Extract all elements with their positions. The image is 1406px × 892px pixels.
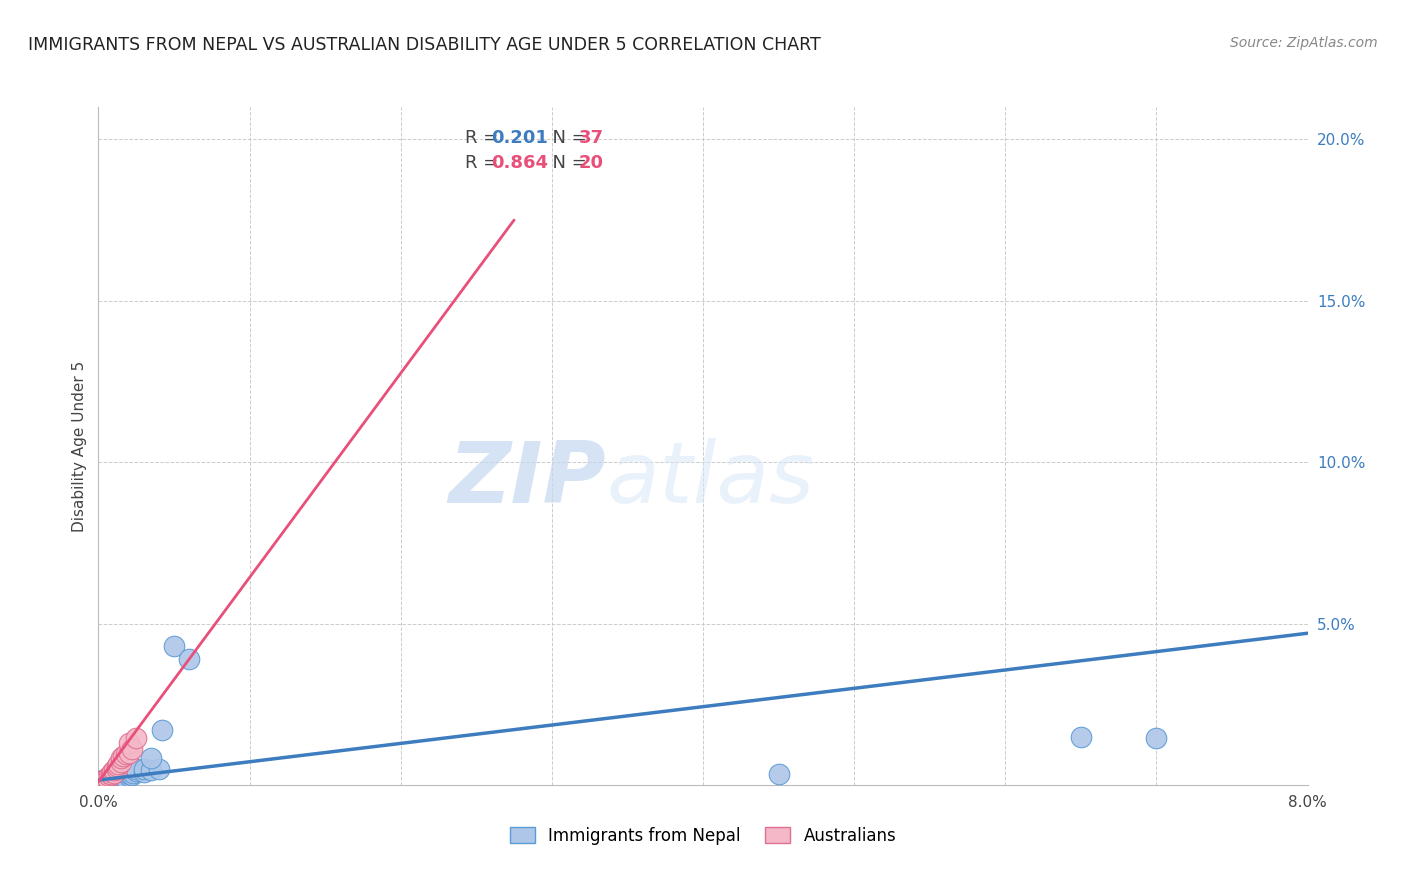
- Point: [100, 772, 122, 786]
- Point: [105, 762, 128, 776]
- Point: [150, 723, 173, 737]
- Point: [103, 768, 125, 782]
- Text: 37: 37: [578, 128, 603, 146]
- Text: R =: R =: [465, 154, 503, 172]
- Text: 0.201: 0.201: [492, 128, 548, 146]
- Point: [103, 765, 125, 780]
- Point: [179, 652, 201, 666]
- Text: N =: N =: [541, 154, 592, 172]
- Text: N =: N =: [541, 128, 592, 146]
- Point: [91, 773, 114, 788]
- Text: R =: R =: [465, 128, 503, 146]
- Point: [103, 764, 125, 778]
- Point: [1146, 731, 1168, 746]
- Point: [101, 772, 124, 787]
- Text: IMMIGRANTS FROM NEPAL VS AUSTRALIAN DISABILITY AGE UNDER 5 CORRELATION CHART: IMMIGRANTS FROM NEPAL VS AUSTRALIAN DISA…: [28, 36, 821, 54]
- Text: Source: ZipAtlas.com: Source: ZipAtlas.com: [1230, 36, 1378, 50]
- Point: [118, 736, 141, 750]
- Point: [100, 770, 122, 784]
- Y-axis label: Disability Age Under 5: Disability Age Under 5: [72, 360, 87, 532]
- Point: [103, 773, 125, 788]
- Point: [1070, 730, 1092, 744]
- Point: [121, 742, 143, 756]
- Point: [105, 771, 128, 785]
- Point: [110, 750, 132, 764]
- Point: [98, 771, 121, 785]
- Point: [110, 756, 132, 770]
- Point: [141, 764, 163, 778]
- Point: [100, 768, 122, 782]
- Point: [118, 746, 141, 760]
- Point: [118, 769, 141, 783]
- Point: [141, 750, 163, 764]
- Point: [125, 764, 148, 779]
- Point: [96, 772, 118, 786]
- Point: [114, 747, 136, 762]
- Point: [110, 768, 132, 782]
- Point: [125, 731, 148, 746]
- Text: atlas: atlas: [606, 438, 814, 522]
- Point: [132, 762, 155, 776]
- Point: [108, 769, 131, 783]
- Point: [98, 769, 121, 783]
- Point: [112, 766, 135, 780]
- Text: 20: 20: [578, 154, 603, 172]
- Point: [121, 768, 143, 782]
- Point: [94, 772, 117, 786]
- Point: [118, 765, 141, 780]
- Text: ZIP: ZIP: [449, 438, 606, 522]
- Point: [768, 766, 790, 780]
- Point: [163, 639, 186, 653]
- Point: [94, 772, 117, 786]
- Point: [118, 766, 141, 780]
- Point: [114, 772, 136, 786]
- Point: [125, 763, 148, 777]
- Point: [100, 766, 122, 780]
- Legend: Immigrants from Nepal, Australians: Immigrants from Nepal, Australians: [503, 820, 903, 851]
- Point: [91, 773, 114, 788]
- Point: [122, 765, 145, 780]
- Point: [105, 772, 128, 786]
- Point: [96, 771, 118, 785]
- Point: [107, 772, 129, 786]
- Point: [110, 771, 132, 785]
- Point: [101, 765, 124, 780]
- Point: [111, 748, 134, 763]
- Point: [132, 765, 155, 780]
- Point: [107, 756, 129, 771]
- Point: [103, 770, 125, 784]
- Point: [148, 762, 170, 776]
- Text: 0.864: 0.864: [492, 154, 548, 172]
- Point: [105, 758, 128, 772]
- Point: [111, 770, 134, 784]
